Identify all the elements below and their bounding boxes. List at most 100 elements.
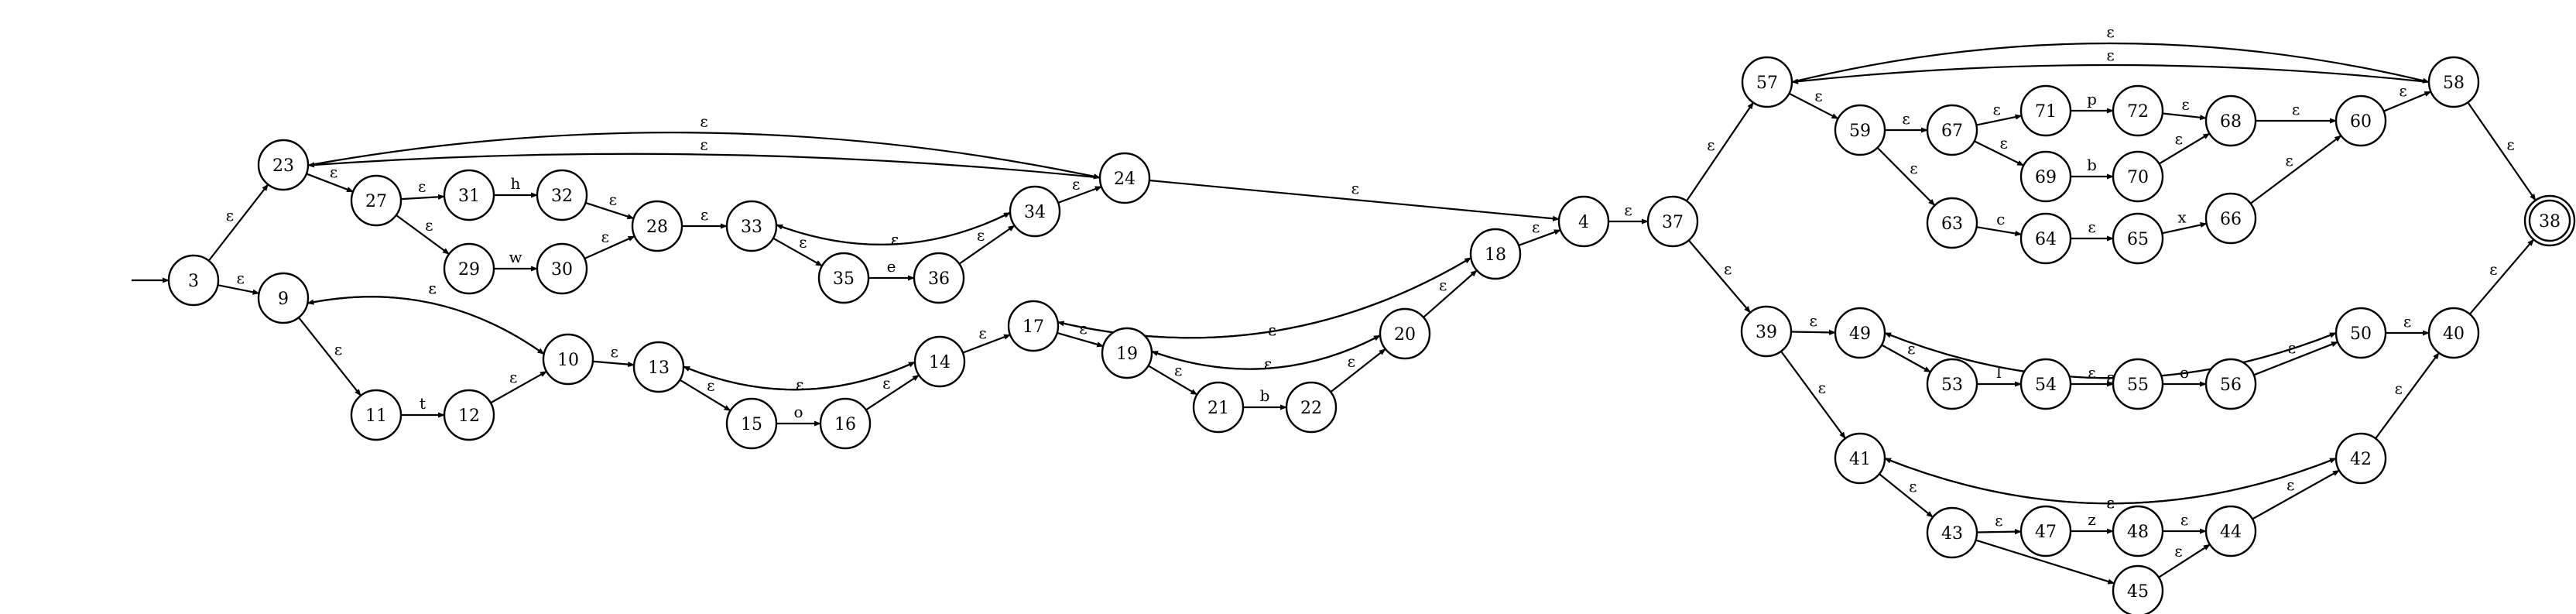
state-13: 13 bbox=[632, 341, 685, 393]
state-label: 45 bbox=[2127, 582, 2149, 602]
state-label: 55 bbox=[2127, 376, 2149, 395]
state-53: 53 bbox=[1926, 358, 1978, 410]
transition-60-58: ε bbox=[2383, 81, 2432, 112]
transition-label: t bbox=[420, 394, 426, 413]
transition-label: ε bbox=[2106, 368, 2114, 386]
transition-label: ε bbox=[1079, 319, 1087, 338]
state-55: 55 bbox=[2112, 358, 2164, 410]
transition-label: ε bbox=[977, 225, 985, 244]
transition-label: o bbox=[2180, 363, 2189, 382]
transition-4-37: ε bbox=[1608, 201, 1649, 225]
state-label: 44 bbox=[2220, 523, 2242, 542]
state-37: 37 bbox=[1646, 195, 1699, 248]
transition-27-31: ε bbox=[400, 177, 445, 201]
state-72: 72 bbox=[2112, 84, 2164, 137]
transition-22-20: ε bbox=[1330, 348, 1386, 393]
transition-34-33: ε bbox=[776, 211, 1011, 249]
transition-label: ε bbox=[1910, 159, 1917, 177]
state-label: 43 bbox=[1941, 524, 1963, 544]
transition-53-54: l bbox=[1977, 363, 2022, 387]
transitions-layer: ε ε ε ε ε ε ε h w ε ε ε ε ε ε e ε ε ε ε ε ε t ε ε ε ε ε o ε ε ε ε ε ε ε ε b ε ε… bbox=[132, 22, 2537, 585]
state-56: 56 bbox=[2204, 358, 2257, 410]
state-3: 3 bbox=[167, 254, 220, 307]
state-22: 22 bbox=[1285, 381, 1338, 434]
transition-47-48: z bbox=[2071, 510, 2114, 534]
transition-42-40: ε bbox=[2375, 352, 2440, 439]
state-49: 49 bbox=[1834, 307, 1886, 359]
state-57: 57 bbox=[1741, 56, 1793, 108]
transition-3-9: ε bbox=[218, 269, 260, 295]
state-59: 59 bbox=[1834, 104, 1886, 156]
transition-71-72: p bbox=[2071, 90, 2114, 114]
transition-label: x bbox=[2177, 208, 2187, 226]
transition-35-36: e bbox=[868, 257, 915, 281]
transition-label: ε bbox=[978, 324, 986, 342]
state-66: 66 bbox=[2204, 192, 2257, 245]
state-label: 22 bbox=[1300, 399, 1322, 418]
transition-label: ε bbox=[1439, 276, 1447, 294]
transition-66-60: ε bbox=[2249, 135, 2342, 204]
transition-16-14: ε bbox=[865, 373, 920, 411]
state-43: 43 bbox=[1926, 506, 1978, 559]
state-67: 67 bbox=[1926, 104, 1978, 156]
transition-label: ε bbox=[428, 279, 436, 297]
state-20: 20 bbox=[1379, 307, 1431, 360]
transition-label: ε bbox=[1072, 174, 1080, 193]
state-label: 16 bbox=[834, 415, 856, 434]
transition-label: ε bbox=[2000, 133, 2008, 152]
transition-label: ε bbox=[2489, 259, 2497, 278]
transition-49-53: ε bbox=[1881, 339, 1931, 373]
state-label: 13 bbox=[648, 358, 670, 378]
state-30: 30 bbox=[536, 242, 588, 295]
state-54: 54 bbox=[2019, 358, 2072, 410]
state-label: 39 bbox=[1756, 323, 1777, 342]
transition-label: ε bbox=[2088, 363, 2095, 382]
transition-label: ε bbox=[700, 135, 707, 154]
state-label: 56 bbox=[2220, 376, 2242, 395]
transition-label: ε bbox=[2180, 510, 2188, 529]
transition-label: ε bbox=[611, 342, 618, 361]
state-label: 70 bbox=[2127, 168, 2149, 187]
state-45: 45 bbox=[2112, 564, 2164, 614]
transition-41-43: ε bbox=[1879, 473, 1934, 518]
state-17: 17 bbox=[1007, 300, 1060, 352]
state-label: 40 bbox=[2443, 324, 2465, 344]
state-16: 16 bbox=[819, 397, 872, 450]
state-9: 9 bbox=[257, 272, 310, 324]
transition-14-17: ε bbox=[962, 324, 1011, 354]
state-label: 63 bbox=[1941, 214, 1963, 234]
state-label: 71 bbox=[2035, 102, 2057, 122]
transition-label: ε bbox=[1995, 511, 2002, 530]
state-11: 11 bbox=[350, 389, 402, 441]
state-31: 31 bbox=[443, 169, 495, 221]
transition-label: ε bbox=[2181, 95, 2189, 114]
transition-55-56: o bbox=[2163, 363, 2207, 387]
state-label: 36 bbox=[928, 269, 950, 289]
transition-label: ε bbox=[796, 376, 803, 394]
transition-label: ε bbox=[2399, 81, 2406, 100]
transition-24-4: ε bbox=[1149, 179, 1560, 221]
transition-label: ε bbox=[2088, 218, 2095, 236]
transition-57-59: ε bbox=[1788, 87, 1839, 120]
transition-label: ε bbox=[609, 190, 617, 209]
transition-label: b bbox=[1260, 386, 1270, 405]
transition-10-9: ε bbox=[307, 279, 545, 355]
state-38: 38 bbox=[2523, 194, 2576, 247]
transition-label: ε bbox=[1707, 135, 1714, 154]
state-label: 11 bbox=[365, 406, 387, 426]
transition-69-70: b bbox=[2071, 156, 2114, 180]
transition-label: ε bbox=[1818, 379, 1826, 397]
transition-label: ε bbox=[700, 112, 707, 131]
state-19: 19 bbox=[1101, 327, 1153, 379]
transition-label: ε bbox=[701, 205, 708, 224]
transition-68-60: ε bbox=[2256, 100, 2337, 124]
transition-44-42: ε bbox=[2252, 469, 2340, 520]
transition-10-13: ε bbox=[592, 342, 635, 368]
state-label: 72 bbox=[2127, 102, 2149, 122]
transition-label: ε bbox=[2106, 368, 2114, 386]
state-14: 14 bbox=[913, 335, 966, 388]
state-label: 12 bbox=[458, 406, 480, 426]
transition-label: ε bbox=[509, 368, 517, 386]
state-label: 33 bbox=[741, 218, 762, 237]
